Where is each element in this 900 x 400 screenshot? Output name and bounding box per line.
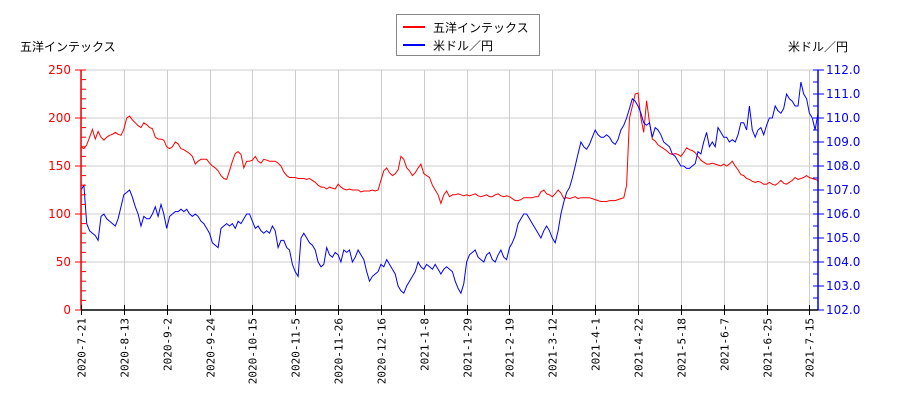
right-axis-title: 米ドル／円 — [788, 40, 849, 54]
left-axis-tick-label: 150 — [48, 159, 71, 173]
x-axis-tick-label: 2020-12-16 — [376, 318, 389, 384]
series-line-goyo — [80, 92, 819, 205]
right-axis-tick-label: 109.0 — [826, 135, 860, 149]
right-axis-tick-label: 102.0 — [826, 303, 860, 317]
right-axis-tick-label: 108.0 — [826, 159, 860, 173]
right-axis-tick-label: 110.0 — [826, 111, 860, 125]
x-axis-tick-label: 2021-4-22 — [633, 318, 646, 378]
chart-legend: 五洋インテックス 米ドル／円 — [396, 14, 540, 56]
legend-label-usdjpy: 米ドル／円 — [433, 38, 494, 53]
right-axis-tick-label: 105.0 — [826, 231, 860, 245]
legend-swatch-blue — [403, 44, 425, 46]
x-axis-tick-label: 2020-9-2 — [162, 318, 175, 371]
x-axis-tick-label: 2020-9-24 — [205, 318, 218, 378]
right-axis-tick-label: 111.0 — [826, 87, 860, 101]
x-axis-tick-label: 2021-6-25 — [762, 318, 775, 378]
x-axis-tick-label: 2021-3-12 — [547, 318, 560, 378]
x-axis-tick-label: 2020-11-5 — [290, 318, 303, 378]
x-axis-tick-label: 2020-11-26 — [333, 318, 346, 384]
x-axis-tick-label: 2021-1-8 — [419, 318, 432, 371]
x-axis-tick-label: 2020-8-13 — [119, 318, 132, 378]
right-axis-tick-label: 107.0 — [826, 183, 860, 197]
left-axis-title: 五洋インテックス — [20, 40, 116, 54]
legend-entry-usdjpy: 米ドル／円 — [403, 36, 493, 54]
right-axis-tick-label: 106.0 — [826, 207, 860, 221]
x-axis-tick-label: 2021-7-15 — [804, 318, 817, 378]
legend-entry-goyo: 五洋インテックス — [403, 18, 529, 36]
left-axis-tick-label: 100 — [48, 207, 71, 221]
legend-label-goyo: 五洋インテックス — [433, 20, 529, 35]
x-axis-tick-label: 2021-4-1 — [590, 318, 603, 371]
left-axis-tick-label: 0 — [63, 303, 71, 317]
right-axis-tick-label: 112.0 — [826, 63, 860, 77]
series-line-usdjpy — [80, 81, 819, 295]
x-axis-tick-label: 2020-10-15 — [247, 318, 260, 384]
x-axis-tick-label: 2021-1-29 — [462, 318, 475, 378]
left-axis-tick-label: 200 — [48, 111, 71, 125]
right-axis-tick-label: 104.0 — [826, 255, 860, 269]
x-axis-tick-label: 2021-2-19 — [504, 318, 517, 378]
legend-swatch-red — [403, 26, 425, 28]
left-axis-tick-label: 250 — [48, 63, 71, 77]
x-axis-tick-label: 2021-6-7 — [719, 318, 732, 371]
left-axis-tick-label: 50 — [56, 255, 71, 269]
x-axis-tick-label: 2021-5-18 — [676, 318, 689, 378]
right-axis-tick-label: 103.0 — [826, 279, 860, 293]
x-axis-tick-label: 2020-7-21 — [76, 318, 89, 378]
